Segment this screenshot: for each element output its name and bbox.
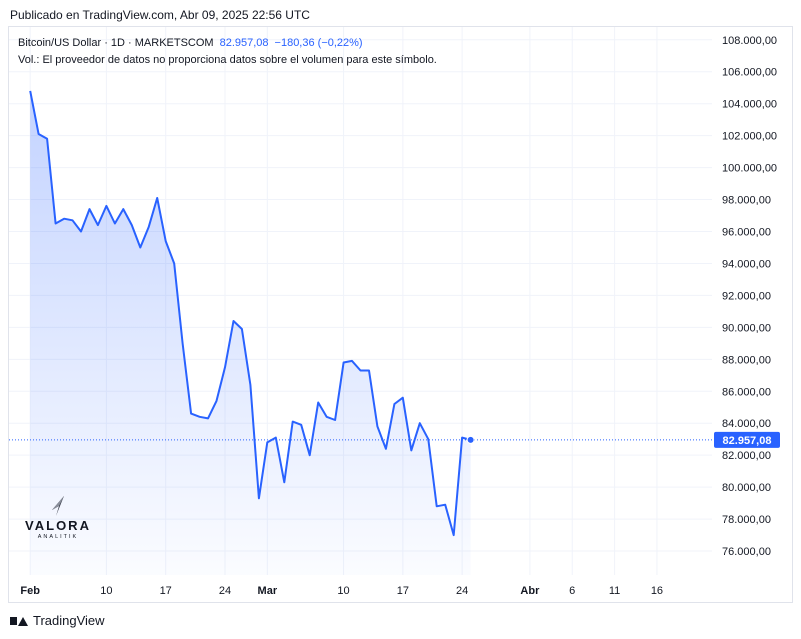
footer-brand[interactable]: TradingView <box>10 613 105 628</box>
last-price-badge <box>714 431 780 448</box>
valora-logo-icon <box>52 496 64 516</box>
area-layer <box>30 90 471 576</box>
time-axis: Feb 10 17 24 Mar 10 17 24 Abr 6 11 16 <box>20 585 663 597</box>
x-tick-label: Abr <box>520 585 540 597</box>
line-layer <box>29 90 471 537</box>
chart-legend: Bitcoin/US Dollar · 1D · MARKETSCOM 82.95… <box>18 35 437 69</box>
x-tick-label: 17 <box>160 585 172 597</box>
last-price-layer: 82.957,08 <box>9 431 780 448</box>
volume-note: Vol.: El proveedor de datos no proporcio… <box>18 54 437 66</box>
x-tick-label: 10 <box>337 585 349 597</box>
y-tick-label: 84.000,00 <box>722 418 771 430</box>
y-tick-label: 76.000,00 <box>722 546 771 558</box>
y-tick-label: 106.000,00 <box>722 67 777 79</box>
y-tick-label: 96.000,00 <box>722 227 771 239</box>
x-tick-label: 16 <box>651 585 663 597</box>
published-caption: Publicado en TradingView.com, Abr 09, 20… <box>10 8 310 22</box>
valora-name: VALORA <box>25 518 91 533</box>
y-tick-label: 88.000,00 <box>722 354 771 366</box>
tradingview-logo-icon <box>10 615 28 627</box>
price-area <box>30 90 471 576</box>
x-tick-label: 6 <box>569 585 575 597</box>
x-tick-label: 24 <box>456 585 468 597</box>
x-tick-label: Feb <box>20 585 40 597</box>
x-tick-label: 17 <box>397 585 409 597</box>
legend-change: −180,36 (−0,22%) <box>274 37 363 49</box>
y-tick-label: 98.000,00 <box>722 195 771 207</box>
x-tick-label: 24 <box>219 585 231 597</box>
price-axis: 108.000,00 106.000,00 104.000,00 102.000,00… <box>722 35 777 558</box>
y-tick-label: 92.000,00 <box>722 290 771 302</box>
y-tick-label: 94.000,00 <box>722 258 771 270</box>
valora-watermark: VALORA ANALITIK <box>20 496 100 546</box>
price-line[interactable] <box>29 90 471 537</box>
y-tick-label: 90.000,00 <box>722 322 771 334</box>
y-tick-label: 82.000,00 <box>722 450 771 462</box>
legend-price: 82.957,08 <box>219 37 269 49</box>
y-tick-label: 104.000,00 <box>722 99 777 111</box>
last-price-dot <box>466 435 475 444</box>
last-price-label: 82.957,08 <box>723 435 772 447</box>
x-tick-label: 11 <box>609 585 620 597</box>
x-tick-label: Mar <box>258 585 278 597</box>
chart-frame[interactable] <box>8 26 793 603</box>
y-tick-label: 100.000,00 <box>722 163 777 175</box>
y-tick-label: 78.000,00 <box>722 514 771 526</box>
y-tick-label: 86.000,00 <box>722 386 771 398</box>
symbol-title[interactable]: Bitcoin/US Dollar · 1D · MARKETSCOM <box>18 37 214 49</box>
y-tick-label: 108.000,00 <box>722 35 777 47</box>
valora-sub: ANALITIK <box>37 534 79 540</box>
x-tick-label: 10 <box>100 585 112 597</box>
y-tick-label: 102.000,00 <box>722 131 777 143</box>
y-tick-label: 80.000,00 <box>722 482 771 494</box>
footer-brand-text: TradingView <box>33 613 105 628</box>
